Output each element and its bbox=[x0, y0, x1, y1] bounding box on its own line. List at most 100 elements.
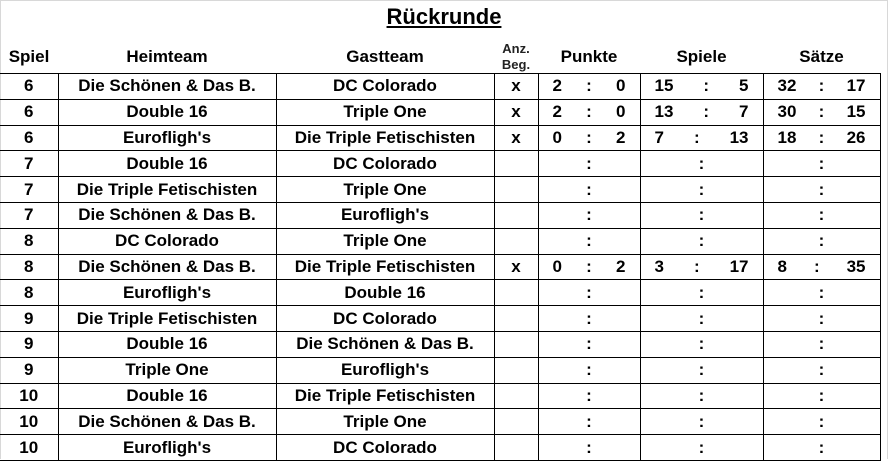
spiele-cell[interactable]: : bbox=[639, 434, 764, 461]
spiele-cell[interactable]: : bbox=[639, 330, 764, 358]
gastteam-cell[interactable]: Double 16 bbox=[275, 279, 495, 307]
punkte-cell[interactable]: : bbox=[537, 176, 641, 203]
spiel-cell[interactable]: 6 bbox=[0, 124, 59, 152]
heimteam-cell[interactable]: Eurofligh's bbox=[57, 124, 277, 152]
saetze-cell[interactable]: : bbox=[762, 382, 881, 410]
saetze-cell[interactable]: : bbox=[762, 356, 881, 384]
gastteam-cell[interactable]: Die Triple Fetischisten bbox=[275, 382, 495, 410]
gastteam-cell[interactable]: Eurofligh's bbox=[275, 201, 495, 229]
heimteam-cell[interactable]: Die Schönen & Das B. bbox=[57, 73, 277, 100]
gastteam-cell[interactable]: Die Schönen & Das B. bbox=[275, 330, 495, 358]
punkte-cell[interactable]: : bbox=[537, 408, 641, 436]
spiele-cell[interactable]: : bbox=[639, 279, 764, 307]
heimteam-cell[interactable]: Double 16 bbox=[57, 330, 277, 358]
saetze-cell[interactable]: : bbox=[762, 150, 881, 178]
spiele-cell[interactable]: 7 : 13 bbox=[639, 124, 764, 152]
gastteam-cell[interactable]: DC Colorado bbox=[275, 434, 495, 461]
anz-beg-cell[interactable] bbox=[493, 382, 539, 410]
punkte-cell[interactable]: : bbox=[537, 305, 641, 332]
spiele-cell[interactable]: : bbox=[639, 201, 764, 229]
anz-beg-cell[interactable] bbox=[493, 434, 539, 461]
spiele-cell[interactable]: : bbox=[639, 305, 764, 332]
punkte-cell[interactable]: : bbox=[537, 434, 641, 461]
spiel-cell[interactable]: 9 bbox=[0, 356, 59, 384]
punkte-cell[interactable]: : bbox=[537, 356, 641, 384]
punkte-cell[interactable]: 0 : 2 bbox=[537, 124, 641, 152]
gastteam-cell[interactable]: DC Colorado bbox=[275, 305, 495, 332]
saetze-cell[interactable]: : bbox=[762, 176, 881, 203]
spiel-cell[interactable]: 10 bbox=[0, 434, 59, 461]
heimteam-cell[interactable]: Die Schönen & Das B. bbox=[57, 253, 277, 281]
saetze-cell[interactable]: : bbox=[762, 305, 881, 332]
saetze-cell[interactable]: : bbox=[762, 434, 881, 461]
heimteam-cell[interactable]: DC Colorado bbox=[57, 227, 277, 255]
gastteam-cell[interactable]: DC Colorado bbox=[275, 73, 495, 100]
anz-beg-cell[interactable] bbox=[493, 150, 539, 178]
anz-beg-cell[interactable]: x bbox=[493, 253, 539, 281]
gastteam-cell[interactable]: Die Triple Fetischisten bbox=[275, 253, 495, 281]
heimteam-cell[interactable]: Eurofligh's bbox=[57, 279, 277, 307]
heimteam-cell[interactable]: Die Triple Fetischisten bbox=[57, 176, 277, 203]
punkte-cell[interactable]: : bbox=[537, 382, 641, 410]
anz-beg-cell[interactable] bbox=[493, 201, 539, 229]
spiele-cell[interactable]: : bbox=[639, 227, 764, 255]
gastteam-cell[interactable]: Triple One bbox=[275, 408, 495, 436]
heimteam-cell[interactable]: Eurofligh's bbox=[57, 434, 277, 461]
punkte-cell[interactable]: 2 : 0 bbox=[537, 98, 641, 126]
saetze-cell[interactable]: : bbox=[762, 408, 881, 436]
saetze-cell[interactable]: 8 : 35 bbox=[762, 253, 881, 281]
heimteam-cell[interactable]: Die Triple Fetischisten bbox=[57, 305, 277, 332]
anz-beg-cell[interactable] bbox=[493, 279, 539, 307]
punkte-cell[interactable]: 2 : 0 bbox=[537, 73, 641, 100]
punkte-cell[interactable]: : bbox=[537, 201, 641, 229]
gastteam-cell[interactable]: DC Colorado bbox=[275, 150, 495, 178]
spiel-cell[interactable]: 7 bbox=[0, 176, 59, 203]
punkte-cell[interactable]: : bbox=[537, 227, 641, 255]
spiele-cell[interactable]: : bbox=[639, 408, 764, 436]
punkte-cell[interactable]: : bbox=[537, 279, 641, 307]
punkte-cell[interactable]: 0 : 2 bbox=[537, 253, 641, 281]
anz-beg-cell[interactable] bbox=[493, 330, 539, 358]
punkte-cell[interactable]: : bbox=[537, 330, 641, 358]
spiele-cell[interactable]: 13 : 7 bbox=[639, 98, 764, 126]
saetze-cell[interactable]: : bbox=[762, 227, 881, 255]
spiele-cell[interactable]: : bbox=[639, 382, 764, 410]
spiele-cell[interactable]: : bbox=[639, 356, 764, 384]
gastteam-cell[interactable]: Triple One bbox=[275, 227, 495, 255]
heimteam-cell[interactable]: Double 16 bbox=[57, 150, 277, 178]
saetze-cell[interactable]: 18 : 26 bbox=[762, 124, 881, 152]
spiel-cell[interactable]: 6 bbox=[0, 98, 59, 126]
saetze-cell[interactable]: 30 : 15 bbox=[762, 98, 881, 126]
anz-beg-cell[interactable]: x bbox=[493, 73, 539, 100]
spiele-cell[interactable]: 3 : 17 bbox=[639, 253, 764, 281]
saetze-cell[interactable]: 32 : 17 bbox=[762, 73, 881, 100]
saetze-cell[interactable]: : bbox=[762, 201, 881, 229]
spiel-cell[interactable]: 8 bbox=[0, 227, 59, 255]
anz-beg-cell[interactable] bbox=[493, 305, 539, 332]
heimteam-cell[interactable]: Double 16 bbox=[57, 98, 277, 126]
anz-beg-cell[interactable] bbox=[493, 408, 539, 436]
anz-beg-cell[interactable]: x bbox=[493, 124, 539, 152]
gastteam-cell[interactable]: Triple One bbox=[275, 98, 495, 126]
heimteam-cell[interactable]: Triple One bbox=[57, 356, 277, 384]
spiel-cell[interactable]: 8 bbox=[0, 279, 59, 307]
heimteam-cell[interactable]: Die Schönen & Das B. bbox=[57, 201, 277, 229]
spiel-cell[interactable]: 7 bbox=[0, 150, 59, 178]
spiel-cell[interactable]: 10 bbox=[0, 382, 59, 410]
punkte-cell[interactable]: : bbox=[537, 150, 641, 178]
gastteam-cell[interactable]: Die Triple Fetischisten bbox=[275, 124, 495, 152]
anz-beg-cell[interactable]: x bbox=[493, 98, 539, 126]
heimteam-cell[interactable]: Die Schönen & Das B. bbox=[57, 408, 277, 436]
spiel-cell[interactable]: 8 bbox=[0, 253, 59, 281]
spiel-cell[interactable]: 10 bbox=[0, 408, 59, 436]
spiel-cell[interactable]: 6 bbox=[0, 73, 59, 100]
spiel-cell[interactable]: 9 bbox=[0, 305, 59, 332]
spiel-cell[interactable]: 9 bbox=[0, 330, 59, 358]
saetze-cell[interactable]: : bbox=[762, 279, 881, 307]
spiele-cell[interactable]: : bbox=[639, 150, 764, 178]
gastteam-cell[interactable]: Eurofligh's bbox=[275, 356, 495, 384]
anz-beg-cell[interactable] bbox=[493, 176, 539, 203]
anz-beg-cell[interactable] bbox=[493, 227, 539, 255]
saetze-cell[interactable]: : bbox=[762, 330, 881, 358]
anz-beg-cell[interactable] bbox=[493, 356, 539, 384]
